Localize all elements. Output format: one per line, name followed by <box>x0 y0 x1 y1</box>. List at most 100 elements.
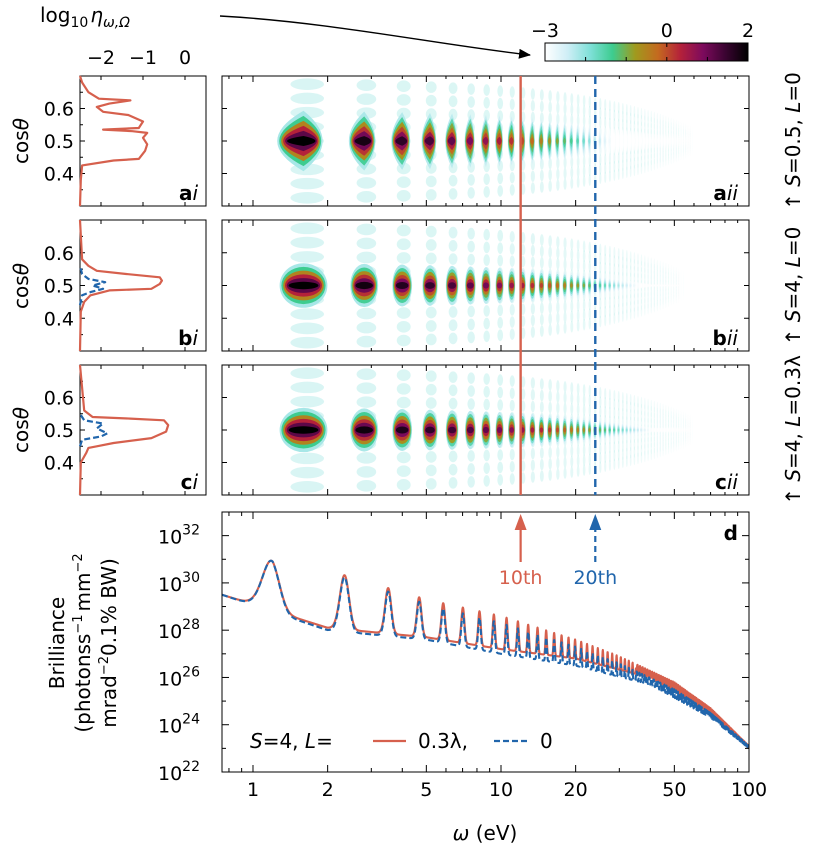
panel-cii-haze-cell <box>588 453 592 466</box>
panel-aii-haze-cell <box>682 144 684 157</box>
panel-aii-blob <box>656 134 658 148</box>
panel-d-xtick-label: 100 <box>731 779 767 801</box>
panel-cii-haze-cell <box>548 390 552 402</box>
panel-bii-haze-cell <box>625 250 628 262</box>
panel-bii-blob <box>677 284 680 287</box>
panel-aii-blob <box>547 137 552 145</box>
panel-cii-haze-cell <box>637 410 639 422</box>
panel-aii-haze-cell <box>604 171 607 184</box>
panel-cii-blob <box>677 428 680 432</box>
panel-aii-blob <box>670 138 672 144</box>
panel-cii-haze-cell <box>509 387 515 400</box>
colorbar-tick-label: 2 <box>742 20 754 42</box>
panel-bii-blob <box>686 284 689 287</box>
panel-aii-blob <box>588 138 591 144</box>
panel-bii-blob <box>664 284 667 287</box>
panel-bii-haze-cell <box>588 260 592 273</box>
panel-bii-haze-cell <box>667 291 670 304</box>
panel-cii-haze-cell <box>617 399 620 411</box>
panel-bii-haze-cell <box>653 269 656 281</box>
panel-bii-haze-cell <box>483 228 490 241</box>
ylabel-part: s <box>71 634 95 644</box>
panel-cii-blob <box>693 427 696 433</box>
panel-cii-haze-cell <box>570 466 574 478</box>
panel-cii-haze-cell <box>548 379 552 391</box>
panel-aii-blob <box>691 139 693 143</box>
panel-bii-haze-cell <box>670 272 672 284</box>
panel-bii-haze-cell <box>599 261 602 274</box>
panel-bii-haze-cell <box>548 301 552 314</box>
panel-bii-blob <box>643 283 646 288</box>
panel-cii-haze-cell <box>425 478 437 490</box>
panel-bii-blob <box>646 283 649 288</box>
panel-cii-haze-cell <box>675 435 677 448</box>
panel-aii-haze-cell <box>576 94 580 106</box>
panel-bii-blob <box>697 284 700 287</box>
panel-bii-blob <box>659 284 662 287</box>
panel-bii-haze-cell <box>582 318 586 331</box>
panel-bii-blob <box>679 284 682 287</box>
panel-bii-blob <box>684 284 687 287</box>
side-label-S: S <box>781 174 805 187</box>
panel-aii-haze-cell <box>396 94 411 106</box>
panel-cii-blob <box>691 429 694 431</box>
panel-bii-haze-cell <box>588 308 592 320</box>
panel-cii-blob <box>701 429 704 431</box>
panel-aii-blob <box>682 138 684 144</box>
marker-label-20th: 20th <box>573 567 617 589</box>
panel-bii-haze-cell <box>621 310 624 323</box>
panel-aii-blob <box>687 137 689 145</box>
panel-aii-blob <box>682 134 684 148</box>
panel-aii-blob <box>509 136 514 146</box>
panel-aii-haze-cell <box>673 131 675 143</box>
panel-bii-blob <box>646 284 649 287</box>
panel-aii-haze-cell <box>673 151 675 164</box>
panel-cii-haze-cell <box>509 460 515 473</box>
panel-cii-blob <box>650 429 653 431</box>
panel-cii-haze-cell <box>673 428 675 440</box>
panel-aii-haze-cell <box>665 130 667 142</box>
ylabel-part: mrad <box>97 675 121 728</box>
panel-bii-haze-cell <box>653 279 656 292</box>
panel-cii-haze-cell <box>448 450 458 463</box>
panel-cii-haze-cell <box>644 404 646 416</box>
panel-aii-haze-cell <box>570 166 574 179</box>
panel-cii-haze-cell <box>692 415 693 427</box>
panel-bii-haze-cell <box>653 263 656 276</box>
panel-aii-haze-cell <box>656 112 659 125</box>
panel-bii-haze-cell <box>662 297 664 310</box>
panel-aii-blob <box>677 137 680 145</box>
panel-cii-haze-cell <box>667 424 670 436</box>
panel-cii-haze-cell <box>675 428 677 440</box>
panel-cii-haze-cell <box>640 437 643 450</box>
panel-cii-haze-cell <box>563 402 567 415</box>
panel-cii-haze-cell <box>483 449 490 462</box>
panel-bii-haze-cell <box>637 253 639 265</box>
panel-bii-haze-cell <box>588 251 592 263</box>
panel-bii-haze-cell <box>673 286 675 299</box>
panel-aii-haze-cell <box>644 108 646 121</box>
panel-aii-blob <box>677 135 680 147</box>
panel-bii-haze-cell <box>604 305 607 318</box>
panel-bii-haze-cell <box>667 271 670 284</box>
panel-bii-heatmap <box>222 220 749 351</box>
side-label-arrow: ↑ <box>781 482 805 505</box>
panel-aii-haze-cell <box>582 155 586 167</box>
panel-aii-blob <box>684 135 687 147</box>
colorbar: log10 ηω,Ω −3 0 2 <box>40 3 754 62</box>
panel-cii-blob <box>672 429 675 431</box>
panel-aii-blob <box>664 134 667 148</box>
panel-cii-label-roman: ii <box>727 470 739 494</box>
panel-cii-haze-cell <box>290 381 325 394</box>
panel-aii-label-roman: ii <box>727 181 739 205</box>
panel-ai-ylabel-cos: cos <box>9 130 33 164</box>
panel-bii-haze-cell <box>608 262 611 275</box>
panel-aii-blob <box>667 134 670 148</box>
panel-aii-blob <box>653 137 655 145</box>
panel-ci-ticks: 0.40.50.6 <box>44 365 186 495</box>
panel-cii-haze-cell <box>690 414 691 426</box>
panel-cii-blob <box>705 429 708 431</box>
panel-bii-blob <box>697 284 700 287</box>
marker-label-10th: 10th <box>499 567 543 589</box>
panel-cii-haze-cell <box>670 411 672 423</box>
